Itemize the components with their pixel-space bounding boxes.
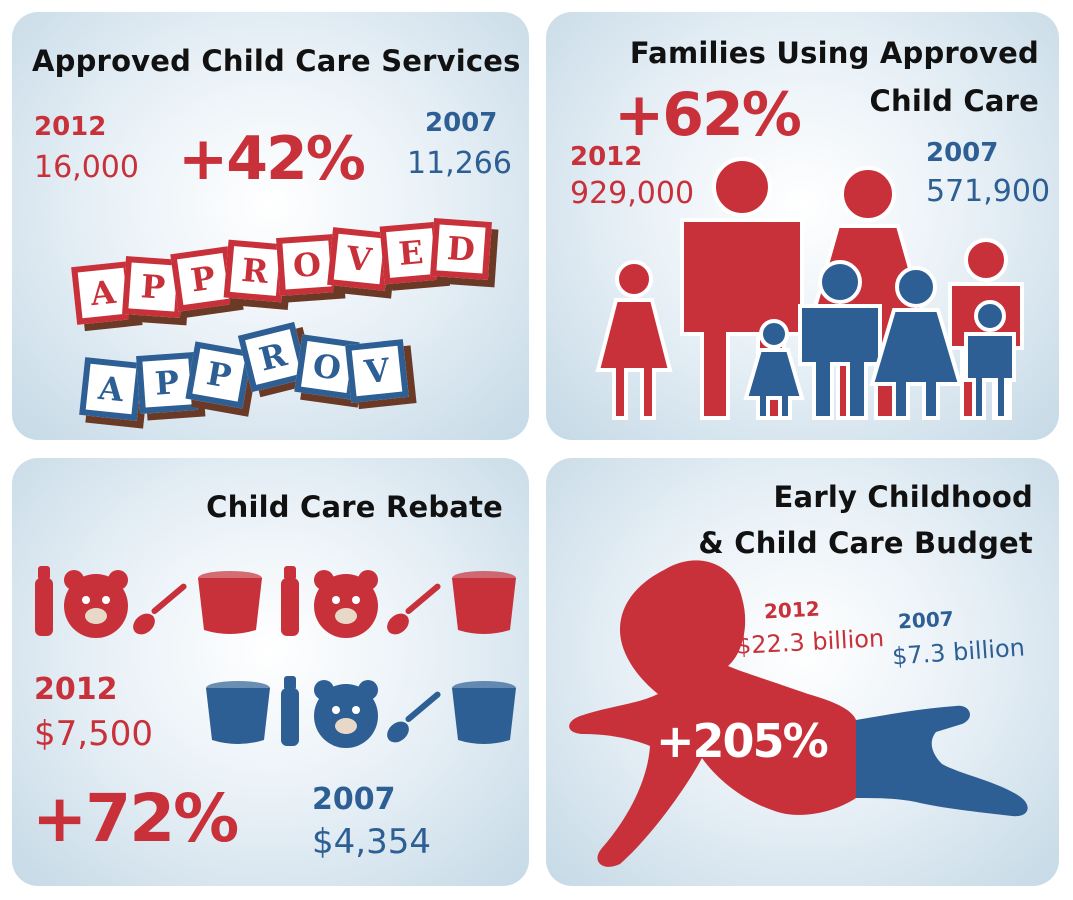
bottle-icon bbox=[281, 566, 299, 636]
blue-mother-figure bbox=[869, 266, 963, 420]
panel-approved-services: Approved Child Care Services 2012 16,000… bbox=[12, 12, 529, 440]
year-2012-label: 2012 bbox=[763, 596, 821, 624]
year-2007-label: 2007 bbox=[926, 138, 999, 168]
panel-title-line-2: Child Care bbox=[869, 84, 1039, 118]
panel-rebate: Child Care Rebate 2012 $7,500 bbox=[12, 458, 529, 886]
year-2007-label: 2007 bbox=[312, 782, 396, 817]
family-figures bbox=[595, 157, 1024, 420]
panel-title-line-2: & Child Care Budget bbox=[698, 526, 1033, 560]
value-2012: $7,500 bbox=[34, 714, 153, 754]
year-2012-label: 2012 bbox=[34, 672, 118, 707]
girl-figure bbox=[595, 260, 673, 420]
blue-girl-figure bbox=[743, 319, 805, 420]
change-percent: +62% bbox=[614, 80, 802, 150]
block-letter: V bbox=[345, 339, 409, 403]
year-2007-label: 2007 bbox=[897, 606, 955, 634]
panel-title: Child Care Rebate bbox=[206, 490, 503, 524]
year-2007-label: 2007 bbox=[425, 108, 498, 138]
value-2007: 11,266 bbox=[407, 146, 512, 181]
bear-icon bbox=[314, 570, 378, 638]
spoon-icon bbox=[129, 582, 188, 639]
bear-icon bbox=[314, 680, 378, 748]
value-2007: $4,354 bbox=[312, 822, 431, 862]
bottle-icon bbox=[281, 676, 299, 746]
year-2012-label: 2012 bbox=[570, 142, 643, 172]
rebate-2012-icons bbox=[35, 566, 516, 639]
change-percent: +72% bbox=[32, 780, 239, 857]
spoon-icon bbox=[383, 690, 442, 747]
value-2012: 16,000 bbox=[34, 150, 139, 185]
panel-title: Approved Child Care Services bbox=[32, 44, 521, 78]
year-2012-label: 2012 bbox=[34, 112, 107, 142]
baby-legs-blue bbox=[856, 705, 1028, 817]
bear-icon bbox=[64, 570, 128, 638]
cup-icon bbox=[198, 571, 262, 634]
value-2012: 929,000 bbox=[570, 176, 695, 211]
panel-title-line-1: Families Using Approved bbox=[629, 36, 1039, 70]
spoon-icon bbox=[383, 582, 442, 639]
value-2007: 571,900 bbox=[926, 174, 1051, 209]
crawling-baby bbox=[569, 560, 1028, 867]
panel-budget: Early Childhood & Child Care Budget +205… bbox=[546, 458, 1059, 886]
change-percent: +42% bbox=[178, 124, 366, 194]
blue-boy-figure bbox=[964, 300, 1016, 420]
bottle-icon bbox=[35, 566, 53, 636]
blue-father-figure bbox=[798, 260, 882, 420]
rebate-2007-icons bbox=[206, 676, 516, 748]
cup-icon bbox=[206, 681, 270, 744]
cup-icon bbox=[452, 681, 516, 744]
panel-families: Families Using Approved Child Care +62% … bbox=[546, 12, 1059, 440]
change-percent: +205% bbox=[656, 714, 829, 768]
block-letter: D bbox=[430, 218, 492, 280]
panel-title-line-1: Early Childhood bbox=[773, 480, 1033, 514]
baby-body-red bbox=[569, 560, 856, 867]
cup-icon bbox=[452, 571, 516, 634]
block-letter: A bbox=[79, 357, 143, 421]
